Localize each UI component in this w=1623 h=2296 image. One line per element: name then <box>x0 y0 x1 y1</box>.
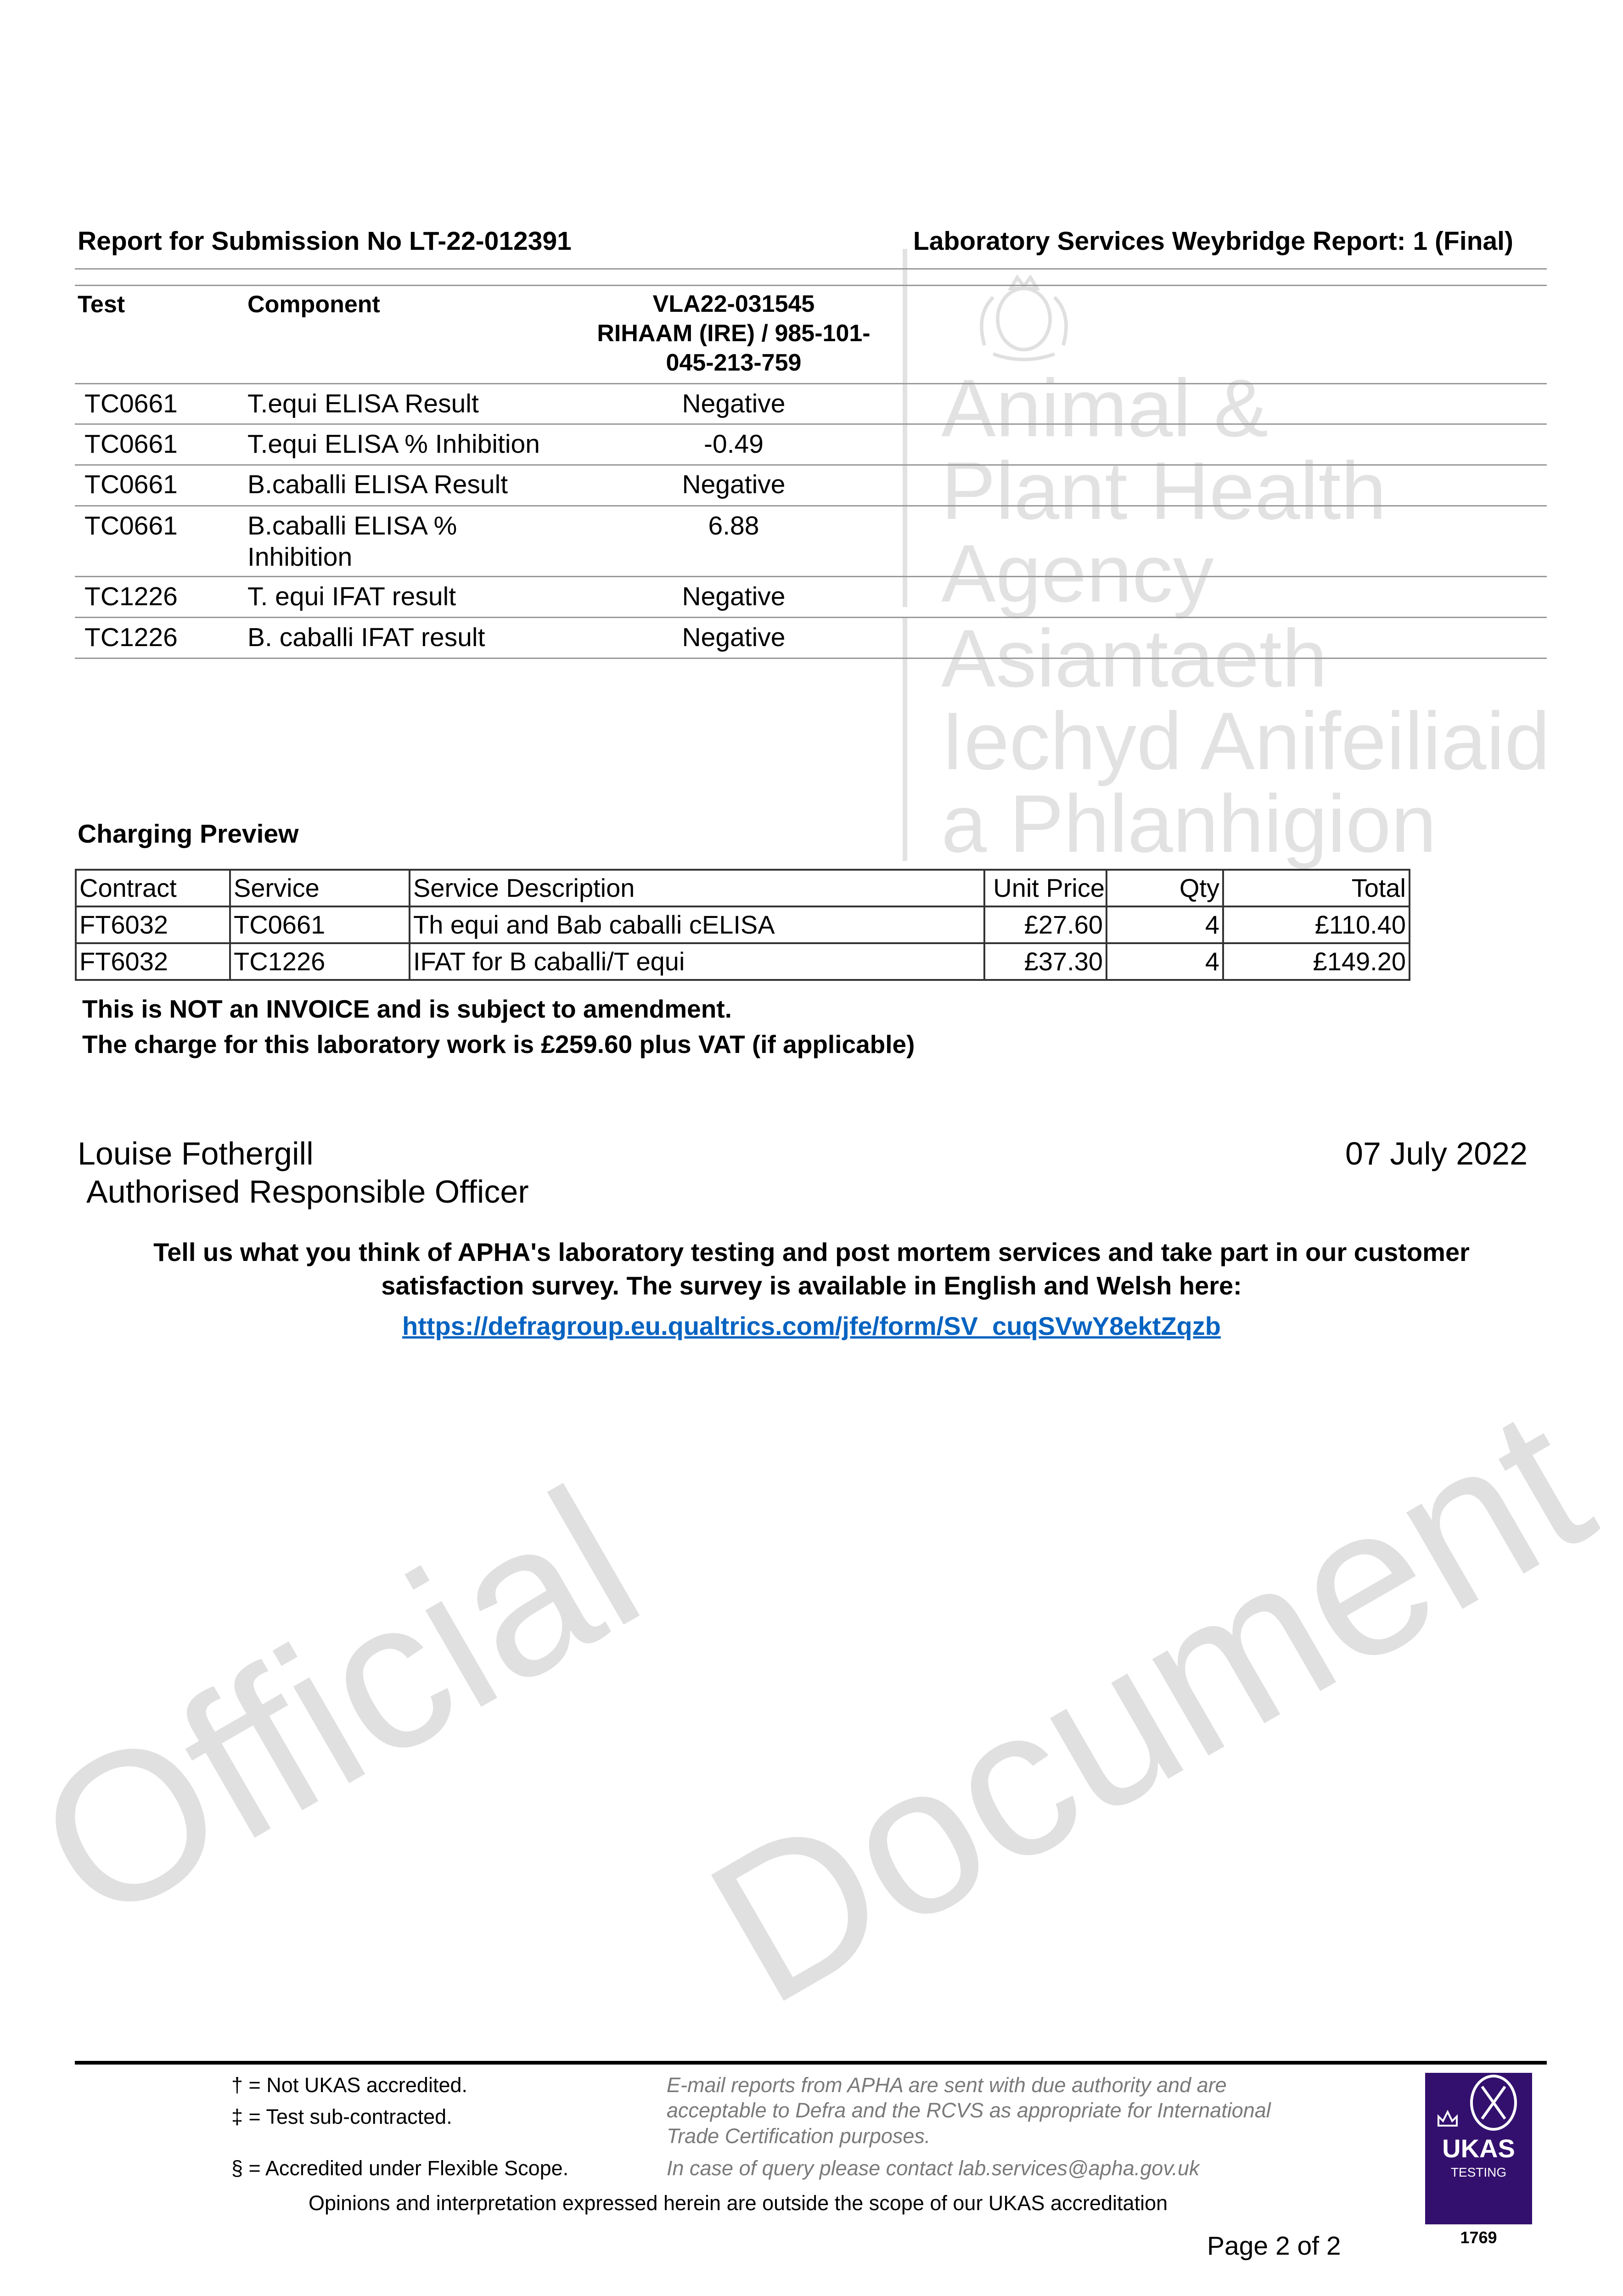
row-divider <box>75 617 1547 618</box>
survey-line-1: Tell us what you think of APHA's laborat… <box>153 1238 1470 1266</box>
component: T. equi IFAT result <box>247 582 456 611</box>
col-qty: Qty <box>1106 869 1224 907</box>
row-divider <box>75 576 1547 577</box>
unit-price: £27.60 <box>983 906 1107 944</box>
component-cont: Inhibition <box>247 542 353 572</box>
component: B.caballi ELISA Result <box>247 470 508 499</box>
watermark-divider <box>903 618 907 861</box>
service: TC0661 <box>229 906 410 944</box>
signatory-role: Authorised Responsible Officer <box>86 1174 529 1210</box>
survey-link[interactable]: https://defragroup.eu.qualtrics.com/jfe/… <box>402 1311 1221 1340</box>
report-date: 07 July 2022 <box>1345 1136 1528 1171</box>
qty: 4 <box>1106 906 1224 944</box>
test-code: TC1226 <box>84 623 178 652</box>
email-note-2: acceptable to Defra and the RCVS as appr… <box>667 2099 1271 2122</box>
col-service: Service <box>229 869 410 907</box>
ukas-number: 1769 <box>1460 2228 1497 2247</box>
result-value: Negative <box>682 470 786 499</box>
result-value: 6.88 <box>708 511 759 540</box>
ukas-crossed-icon <box>1470 2075 1517 2131</box>
ukas-logo: UKAS TESTING <box>1425 2073 1532 2224</box>
watermark-line: Plant Health <box>941 445 1387 536</box>
sample-id: VLA22-031545 <box>652 291 815 317</box>
test-code: TC0661 <box>84 429 178 459</box>
result-value: Negative <box>682 389 786 418</box>
charge-total-note: The charge for this laboratory work is £… <box>82 1030 915 1058</box>
qty: 4 <box>1106 942 1224 981</box>
table-row: FT6032 TC0661 Th equi and Bab caballi cE… <box>75 906 1410 944</box>
submission-title: Report for Submission No LT-22-012391 <box>78 226 572 256</box>
col-total: Total <box>1222 869 1410 907</box>
footnote-flexible-scope: § = Accredited under Flexible Scope. <box>231 2156 569 2180</box>
email-note-3: Trade Certification purposes. <box>667 2124 931 2148</box>
col-description: Service Description <box>409 869 985 907</box>
result-value: -0.49 <box>704 429 764 459</box>
table-header-row: Contract Service Service Description Uni… <box>75 869 1410 907</box>
row-divider <box>75 423 1547 425</box>
result-value: Negative <box>682 623 786 652</box>
sample-header: VLA22-031545 RIHAAM (IRE) / 985-101- 045… <box>550 289 917 377</box>
component: T.equi ELISA % Inhibition <box>247 429 540 459</box>
result-value: Negative <box>682 582 786 611</box>
description: IFAT for B caballi/T equi <box>409 942 985 981</box>
test-code: TC1226 <box>84 582 178 611</box>
test-code: TC0661 <box>84 389 178 418</box>
royal-crest-icon <box>980 274 1068 361</box>
footer-divider <box>75 2061 1547 2065</box>
page-number: Page 2 of 2 <box>1207 2231 1341 2261</box>
opinions-note: Opinions and interpretation expressed he… <box>309 2191 1168 2215</box>
document-watermark: Document <box>673 1363 1623 2048</box>
footnote-subcontracted: ‡ = Test sub-contracted. <box>231 2105 452 2128</box>
column-header-test: Test <box>78 291 125 318</box>
column-header-component: Component <box>247 291 380 318</box>
charging-title: Charging Preview <box>78 819 299 849</box>
report-title: Laboratory Services Weybridge Report: 1 … <box>913 226 1513 256</box>
watermark-line: Animal & <box>941 362 1269 454</box>
row-divider <box>75 658 1547 659</box>
watermark-divider <box>903 249 907 607</box>
footnote-not-accredited: † = Not UKAS accredited. <box>231 2073 468 2097</box>
row-divider <box>75 505 1547 506</box>
test-code: TC0661 <box>84 470 178 499</box>
query-contact: In case of query please contact lab.serv… <box>667 2156 1200 2180</box>
component: T.equi ELISA Result <box>247 389 479 418</box>
col-unit-price: Unit Price <box>983 869 1107 907</box>
charging-table: Contract Service Service Description Uni… <box>75 869 1410 981</box>
sample-animal-cont: 045-213-759 <box>666 349 802 376</box>
watermark-line: Agency <box>941 528 1214 619</box>
signatory-name: Louise Fothergill <box>78 1136 314 1171</box>
invoice-note: This is NOT an INVOICE and is subject to… <box>82 995 732 1023</box>
description: Th equi and Bab caballi cELISA <box>409 906 985 944</box>
ukas-sub: TESTING <box>1450 2165 1507 2179</box>
component: B.caballi ELISA % <box>247 511 457 540</box>
divider <box>75 268 1547 270</box>
total: £149.20 <box>1222 942 1410 981</box>
crown-icon <box>1438 2110 1458 2127</box>
ukas-name: UKAS <box>1442 2134 1515 2163</box>
row-divider <box>75 464 1547 466</box>
total: £110.40 <box>1222 906 1410 944</box>
col-contract: Contract <box>75 869 231 907</box>
email-note-1: E-mail reports from APHA are sent with d… <box>667 2073 1227 2097</box>
contract: FT6032 <box>75 906 231 944</box>
component: B. caballi IFAT result <box>247 623 485 652</box>
watermark-line: Iechyd Anifeiliaid <box>941 695 1550 787</box>
unit-price: £37.30 <box>983 942 1107 981</box>
divider <box>75 285 1547 286</box>
survey-text: Tell us what you think of APHA's laborat… <box>0 1235 1623 1302</box>
sample-animal: RIHAAM (IRE) / 985-101- <box>597 320 870 347</box>
test-code: TC0661 <box>84 511 178 540</box>
watermark-line: a Phlanhigion <box>941 778 1437 869</box>
row-divider <box>75 383 1547 384</box>
contract: FT6032 <box>75 942 231 981</box>
table-row: FT6032 TC1226 IFAT for B caballi/T equi … <box>75 942 1410 981</box>
official-watermark: Official <box>1 1443 674 1969</box>
service: TC1226 <box>229 942 410 981</box>
survey-line-2: satisfaction survey. The survey is avail… <box>381 1271 1242 1300</box>
